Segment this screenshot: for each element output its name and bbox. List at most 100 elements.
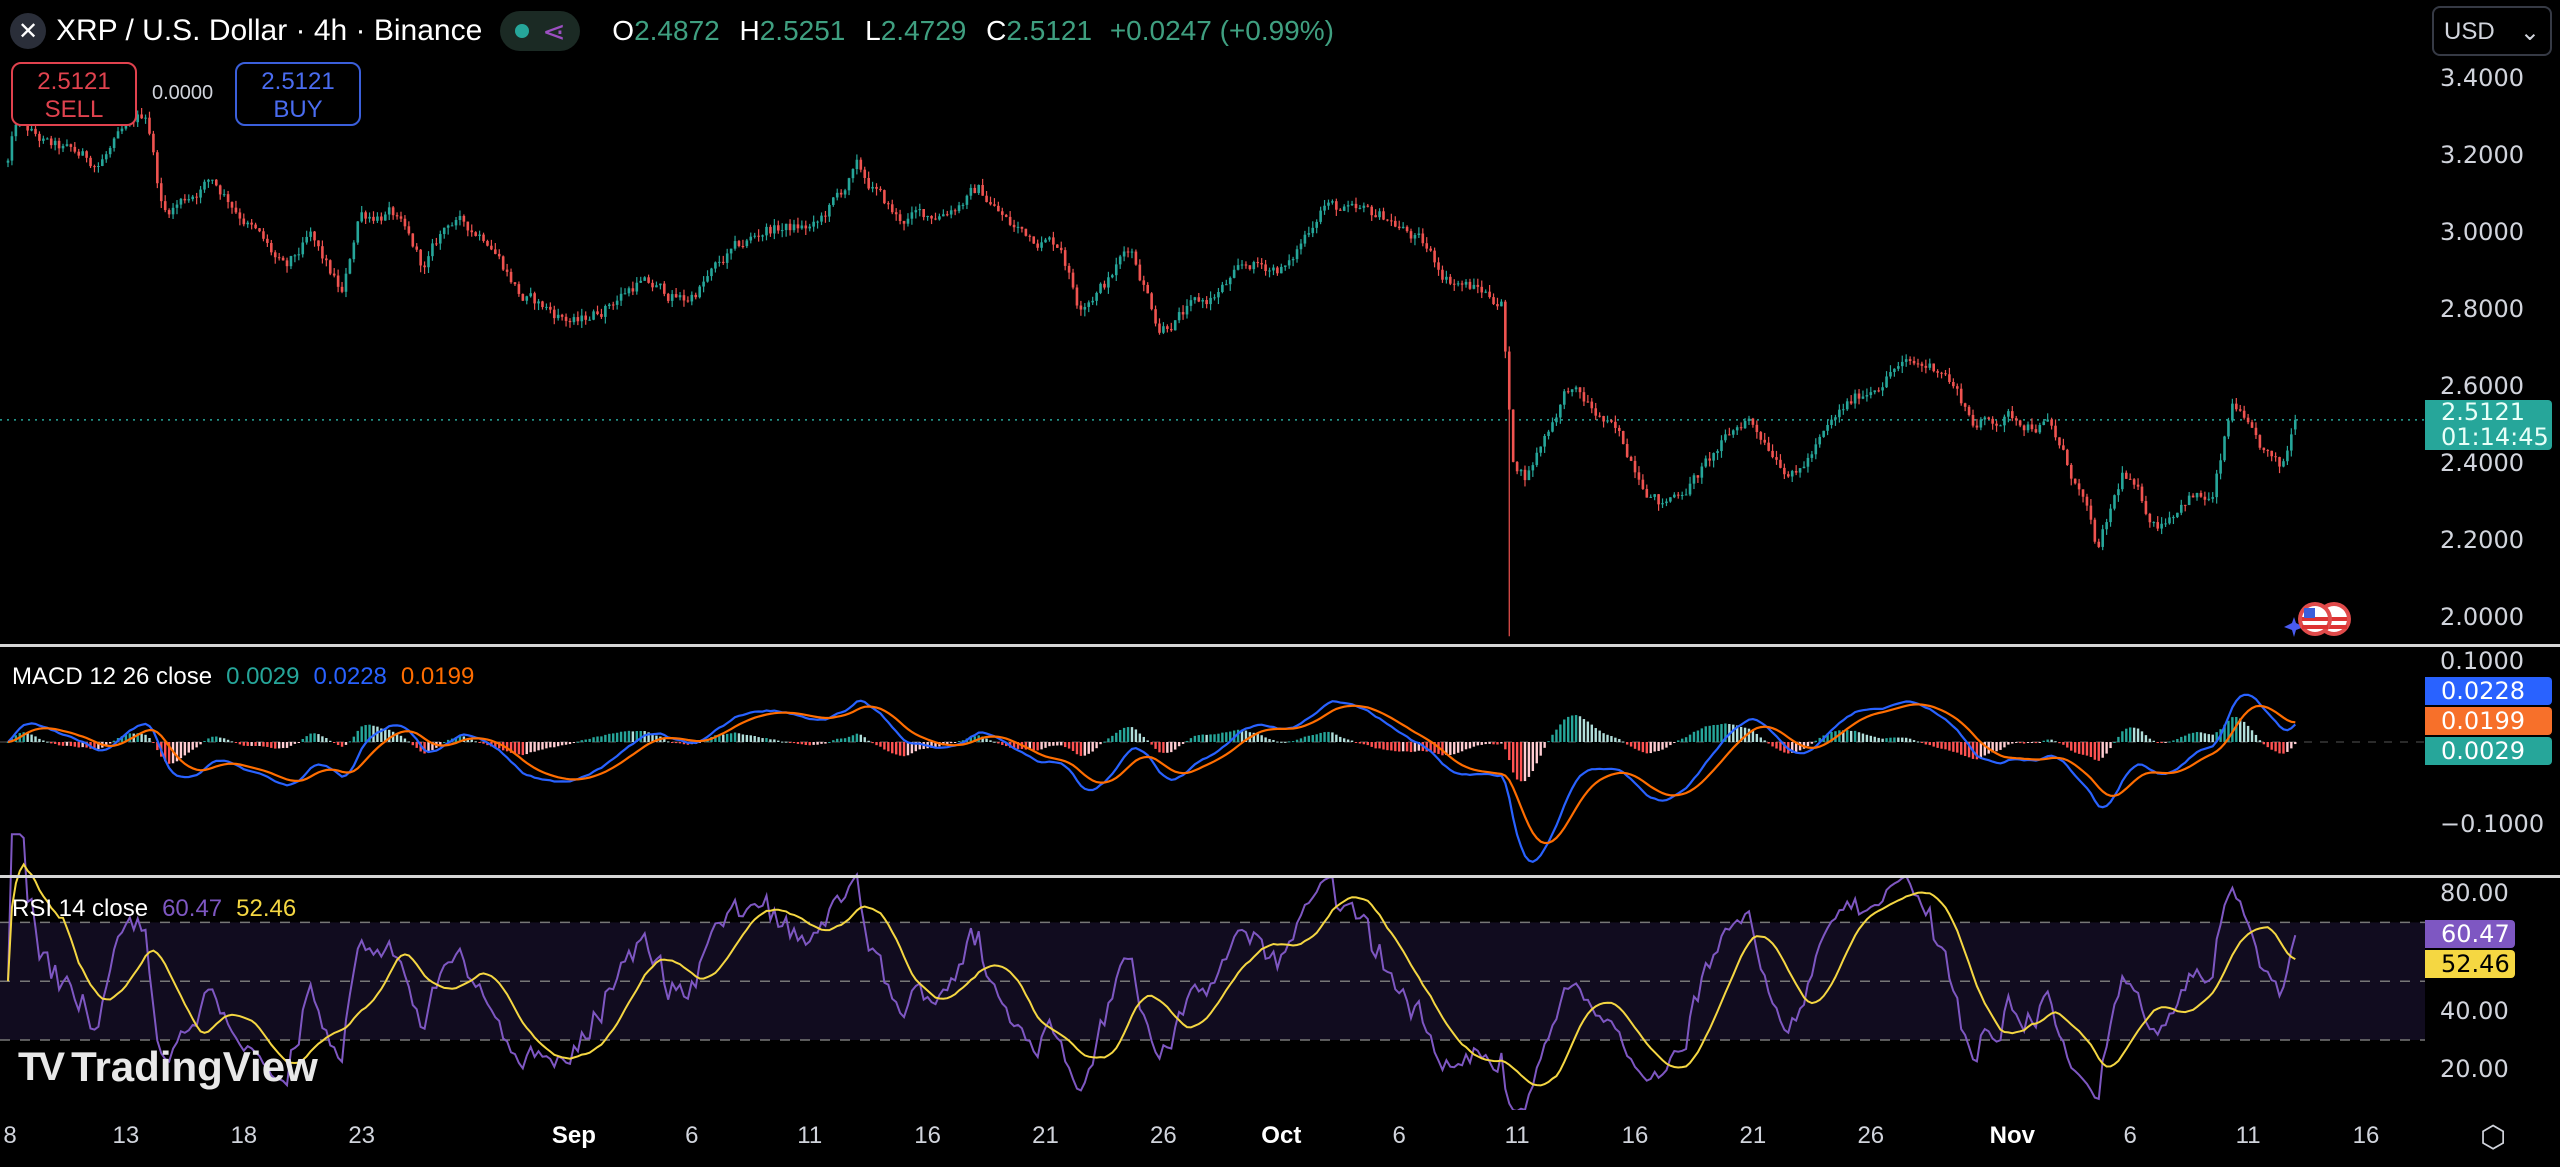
candle [97, 165, 100, 167]
time-axis-label: Oct [1261, 1122, 1302, 1149]
macd-histogram-bar [1146, 740, 1149, 742]
macd-histogram-bar [1523, 742, 1527, 782]
candle [179, 198, 183, 205]
macd-histogram-bar [1622, 741, 1625, 743]
macd-histogram-bar [203, 740, 206, 742]
currency-select[interactable]: USD ⌄ [2432, 6, 2552, 56]
macd-histogram-bar [61, 742, 65, 746]
candle [792, 224, 796, 231]
macd-histogram-bar [1225, 732, 1228, 742]
symbol-title[interactable]: XRP / U.S. Dollar · 4h · Binance [56, 14, 483, 47]
macd-histogram-bar [1028, 742, 1031, 750]
tradingview-logo[interactable]: TV TradingView [18, 1043, 318, 1091]
candle [2038, 424, 2042, 433]
macd-histogram-bar [2156, 742, 2159, 743]
candle [69, 144, 73, 147]
macd-histogram-bar [215, 736, 218, 742]
macd-histogram-bar [1555, 729, 1558, 742]
macd-histogram-bar [1205, 734, 1208, 742]
macd-histogram-bar [2132, 727, 2136, 742]
macd-histogram-bar [1362, 742, 1366, 745]
candle [922, 209, 925, 218]
candle [1755, 424, 1759, 433]
candle [2121, 472, 2124, 490]
candle [81, 151, 84, 156]
macd-histogram-bar [1563, 719, 1566, 742]
macd-histogram-bar [953, 742, 957, 743]
candle [2117, 489, 2120, 496]
candle [1783, 467, 1786, 475]
candle [148, 117, 151, 134]
macd-histogram-bar [2262, 742, 2266, 745]
candle [957, 205, 961, 212]
macd-histogram-bar [753, 735, 756, 742]
candle [564, 316, 568, 321]
candle [513, 282, 517, 285]
macd-histogram-bar [2199, 732, 2203, 742]
macd-histogram-bar [57, 742, 61, 746]
macd-histogram-bar [329, 740, 332, 742]
macd-legend[interactable]: MACD 12 26 close 0.0029 0.0228 0.0199 [12, 663, 488, 691]
macd-histogram-bar [1904, 737, 1908, 742]
candle [46, 138, 49, 140]
macd-histogram-bar [191, 742, 194, 750]
candle [1665, 501, 1668, 504]
macd-histogram-bar [1649, 742, 1652, 754]
macd-histogram-bar [600, 736, 603, 742]
candle [902, 220, 906, 224]
rsi-legend[interactable]: RSI 14 close 60.47 52.46 [12, 895, 310, 923]
macd-histogram-bar [584, 739, 587, 742]
candle [1445, 276, 1448, 280]
candle [678, 295, 682, 298]
macd-histogram-bar [2011, 742, 2014, 744]
macd-histogram-bar [564, 742, 568, 745]
macd-histogram-bar [478, 742, 481, 743]
candle [1735, 427, 1739, 431]
sell-button[interactable]: 2.5121 SELL [11, 62, 137, 126]
pane-divider[interactable] [0, 644, 2560, 647]
candle [2156, 522, 2160, 529]
candle [356, 221, 360, 243]
status-pill[interactable]: ⋖ [500, 11, 581, 51]
candle [450, 225, 454, 227]
candle [1209, 297, 1212, 305]
macd-histogram-bar [2278, 742, 2281, 754]
macd-histogram-bar [910, 742, 914, 754]
candle [494, 249, 497, 254]
buy-button[interactable]: 2.5121 BUY [235, 62, 361, 126]
x-icon[interactable]: ✕ [10, 13, 46, 49]
macd-histogram-bar [1280, 741, 1283, 743]
macd-histogram-bar [2081, 742, 2085, 755]
pane-divider[interactable] [0, 875, 2560, 878]
candle [655, 285, 658, 288]
candle [1488, 291, 1491, 298]
candle [1016, 226, 1020, 228]
macd-histogram-bar [167, 742, 171, 764]
macd-histogram-bar [639, 731, 642, 742]
macd-histogram-bar [1743, 727, 1747, 742]
candle [663, 283, 666, 294]
macd-histogram-bar [737, 733, 741, 742]
macd-pane [0, 693, 2425, 863]
time-axis-label: Sep [551, 1122, 596, 1149]
candle [85, 151, 88, 158]
macd-histogram-bar [537, 742, 540, 751]
macd-histogram-bar [1040, 742, 1043, 750]
candle [521, 293, 525, 301]
candle [1987, 417, 1991, 419]
us-flag-event-icon[interactable] [2298, 602, 2332, 636]
candle [1193, 297, 1197, 301]
candle [1008, 216, 1012, 225]
macd-histogram-bar [1963, 742, 1967, 757]
settings-icon[interactable]: ⬡ [2480, 1121, 2507, 1154]
macd-histogram-bar [1315, 734, 1318, 742]
macd-histogram-bar [285, 742, 289, 748]
economic-events[interactable] [2278, 597, 2358, 641]
macd-histogram-bar [891, 742, 894, 754]
macd-histogram-bar [627, 730, 631, 742]
candle [2266, 450, 2270, 452]
candle [867, 177, 870, 189]
candle [1056, 244, 1059, 248]
chart-canvas[interactable] [0, 0, 2425, 1110]
macd-histogram-bar [1170, 742, 1173, 753]
